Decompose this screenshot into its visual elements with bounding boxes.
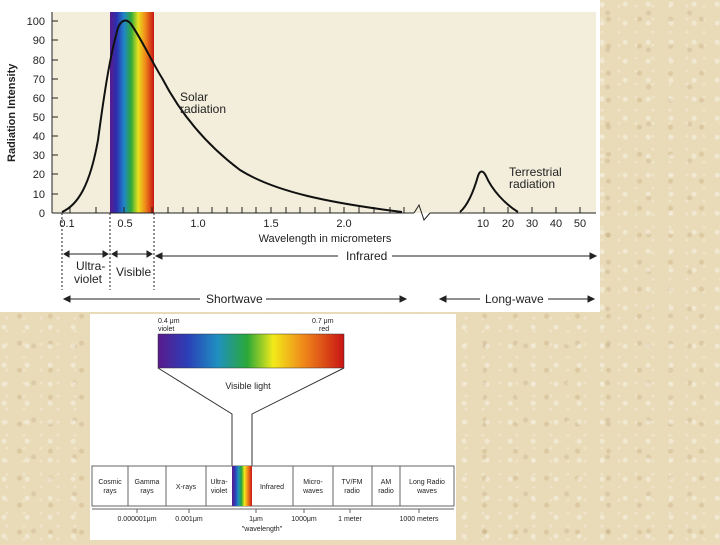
visible-cell bbox=[232, 466, 252, 506]
y-tick-label: 60 bbox=[33, 93, 45, 105]
band-label-ultraviolet: Ultra- bbox=[76, 259, 105, 273]
cell-label: rays bbox=[140, 488, 154, 495]
solar-label: radiation bbox=[180, 102, 226, 116]
scale-label: 0.001μm bbox=[175, 516, 203, 523]
x-tick-label: 10 bbox=[477, 218, 489, 230]
x-tick-label: 0.5 bbox=[117, 218, 132, 230]
y-tick-label: 40 bbox=[33, 131, 45, 143]
terrestrial-radiation-curve bbox=[459, 170, 519, 213]
x-tick-label: 50 bbox=[574, 218, 586, 230]
cell-label: rays bbox=[103, 488, 117, 495]
band-label-visible: Visible bbox=[116, 265, 151, 279]
x-tick-label: 30 bbox=[526, 218, 538, 230]
red-label: red bbox=[319, 326, 329, 333]
scale-label: 0.000001μm bbox=[117, 516, 156, 523]
violet-label: violet bbox=[158, 326, 174, 333]
visible-light-label: Visible light bbox=[225, 381, 271, 391]
electromagnetic-spectrum: 0.4 μm violet 0.7 μm red Visible light Cos… bbox=[91, 318, 455, 533]
band-label-shortwave: Shortwave bbox=[206, 292, 263, 306]
violet-wavelength-label: 0.4 μm bbox=[158, 318, 180, 325]
y-tick-label: 50 bbox=[33, 112, 45, 124]
terrestrial-label: radiation bbox=[509, 177, 555, 191]
cell-label: TV/FM bbox=[342, 479, 363, 486]
x-tick-label: 1.0 bbox=[190, 218, 205, 230]
cell-label: radio bbox=[344, 488, 360, 495]
x-tick-label: 20 bbox=[502, 218, 514, 230]
cell-label: Micro- bbox=[303, 479, 323, 486]
scale-ticks bbox=[136, 509, 420, 513]
red-wavelength-label: 0.7 μm bbox=[312, 318, 334, 325]
cell-label: Ultra- bbox=[210, 479, 228, 486]
cell-label: radio bbox=[378, 488, 394, 495]
zoom-funnel bbox=[157, 367, 345, 466]
svg-text:Ultra-violet: Ultra-violet bbox=[210, 479, 228, 495]
cell-label: Gamma bbox=[135, 479, 160, 486]
y-tick-label: 80 bbox=[33, 55, 45, 67]
y-tick-label: 20 bbox=[33, 169, 45, 181]
x-ticks bbox=[69, 207, 581, 213]
band-dividers bbox=[61, 213, 155, 290]
cell-label: Cosmic bbox=[98, 479, 122, 486]
band-label-longwave: Long-wave bbox=[485, 292, 544, 306]
spectrum-diagram-panel: 0.4 μm violet 0.7 μm red Visible light Cos… bbox=[90, 314, 456, 540]
y-axis-label: Radiation Intensity bbox=[6, 63, 18, 162]
band-label-infrared: Infrared bbox=[346, 249, 387, 263]
solar-label: Solar bbox=[180, 90, 208, 104]
cell-label: waves bbox=[302, 488, 323, 495]
radiation-chart-panel: 100 90 80 70 60 50 40 30 20 10 0 Radiati… bbox=[0, 0, 600, 312]
x-tick-label: 0.1 bbox=[59, 218, 74, 230]
x-axis-label: Wavelength in micrometers bbox=[259, 233, 392, 245]
cell-label: X-rays bbox=[176, 484, 197, 491]
y-ticks bbox=[52, 20, 58, 195]
svg-text:Terrestrial radiation: Terrestrial radiation bbox=[509, 165, 565, 191]
radiation-chart: 100 90 80 70 60 50 40 30 20 10 0 Radiati… bbox=[6, 12, 598, 306]
band-arrows bbox=[62, 250, 598, 303]
y-tick-label: 10 bbox=[33, 189, 45, 201]
scale-label: 1000μm bbox=[291, 516, 317, 523]
cell-label: Long Radio bbox=[409, 479, 445, 486]
visible-band bbox=[110, 12, 154, 213]
y-tick-label: 70 bbox=[33, 74, 45, 86]
band-label-ultraviolet: violet bbox=[74, 272, 103, 286]
solar-radiation-curve bbox=[61, 19, 403, 213]
scale-label: 1μm bbox=[249, 516, 263, 523]
y-tick-label: 30 bbox=[33, 150, 45, 162]
x-tick-label: 2.0 bbox=[336, 218, 351, 230]
visible-light-bar bbox=[157, 333, 345, 369]
x-tick-label: 40 bbox=[550, 218, 562, 230]
y-tick-label: 90 bbox=[33, 35, 45, 47]
axis-break bbox=[413, 203, 431, 221]
scale-label: 1000 meters bbox=[400, 516, 439, 523]
cell-label: Infrared bbox=[260, 484, 284, 491]
terrestrial-label: Terrestrial bbox=[509, 165, 562, 179]
x-tick-label: 1.5 bbox=[263, 218, 278, 230]
cell-label: violet bbox=[211, 488, 227, 495]
scale-label: 1 meter bbox=[338, 516, 362, 523]
svg-text:Solar radiation: Solar radiation bbox=[180, 90, 226, 116]
cell-label: AM bbox=[381, 479, 392, 486]
y-tick-label: 0 bbox=[39, 208, 45, 220]
y-tick-label: 100 bbox=[27, 16, 45, 28]
cell-label: waves bbox=[416, 488, 437, 495]
svg-text:Ultra- violet: Ultra- violet bbox=[74, 259, 109, 286]
wavelength-caption: "wavelength" bbox=[242, 526, 283, 533]
svg-text:Micro-waves: Micro-waves bbox=[302, 479, 323, 495]
